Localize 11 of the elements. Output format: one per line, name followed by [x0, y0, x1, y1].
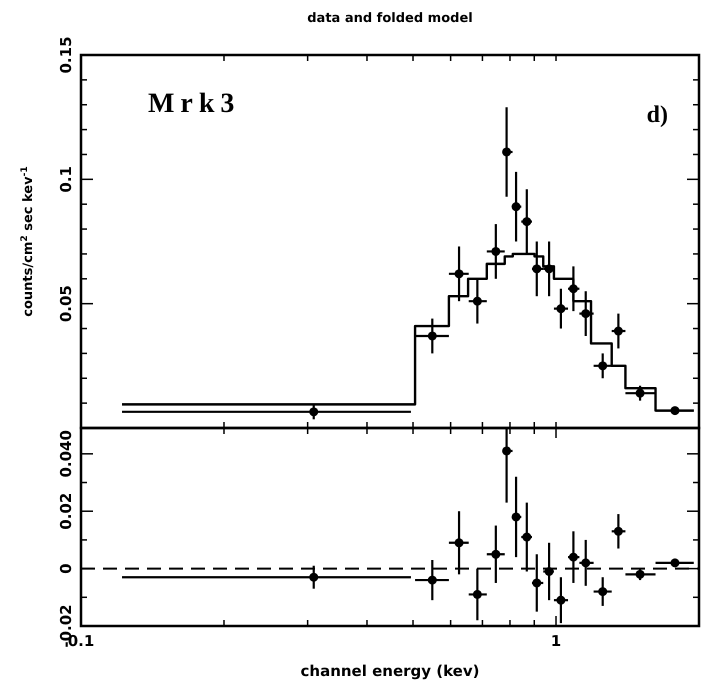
y-tick-label: 0.02 — [57, 492, 75, 530]
x-axis-title: channel energy (kev) — [300, 662, 480, 680]
y-tick-label: 0.040 — [57, 430, 75, 478]
x-tick-label: 1 — [550, 632, 562, 650]
chart-title: data and folded model — [307, 11, 473, 26]
annotation: Mrk3 — [148, 88, 240, 119]
y-tick-label: 0.05 — [57, 285, 75, 322]
y-tick-label: 0.1 — [57, 166, 75, 193]
y-tick-label: 0 — [57, 563, 75, 574]
y-tick-label: 0.15 — [57, 36, 75, 74]
annotation: d) — [646, 102, 668, 128]
